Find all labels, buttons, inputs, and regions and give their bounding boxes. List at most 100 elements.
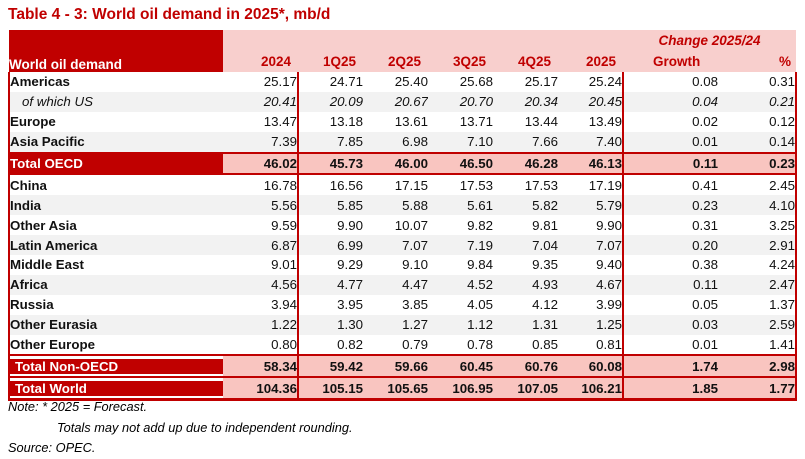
cell--: 2.91 [718, 235, 797, 256]
footnotes: Note: * 2025 = Forecast. Totals may not … [8, 397, 353, 459]
table-row-total-world: Total World 104.36 105.15 105.65 106.95 107.0… [8, 376, 797, 402]
table-row-india: India 5.56 5.85 5.88 5.61 5.82 5.79 0.23 4.10 [8, 195, 797, 216]
row-label: Asia Pacific [8, 131, 223, 153]
table-header: World oil demand Change 2025/24 2024 1Q25… [9, 30, 796, 72]
header-spacer-cell [223, 30, 623, 50]
cell-2q25: 25.40 [394, 74, 428, 90]
world-oil-demand-table: World oil demand Change 2025/24 2024 1Q25… [8, 30, 797, 402]
cell--: 0.21 [718, 91, 797, 112]
cell-2024: 25.17 [223, 72, 299, 92]
cell-2q25: 0.79 [402, 337, 428, 353]
row-label: Other Asia [8, 215, 223, 236]
row-label: Total World [8, 376, 223, 402]
cell-3q25: 9.84 [467, 257, 493, 273]
cell-3q25: 4.05 [467, 297, 493, 313]
cell-4q25: 9.81 [532, 217, 558, 233]
cell-2q25: 7.07 [363, 235, 428, 256]
cell-2024: 13.47 [223, 111, 299, 132]
cell-growth: 0.11 [623, 151, 718, 176]
row-label: Europe [8, 111, 223, 132]
row-label: Middle East [8, 255, 223, 275]
cell-3q25: 0.78 [467, 337, 493, 353]
cell-1q25: 9.29 [337, 257, 363, 273]
cell-3q25: 20.70 [428, 91, 493, 112]
cell-4q25: 5.82 [493, 195, 558, 216]
cell-1q25: 59.42 [298, 354, 363, 379]
row-label: Total OECD [8, 151, 223, 176]
cell-4q25: 7.66 [493, 131, 558, 153]
cell-3q25: 7.10 [428, 131, 493, 153]
row-label: Other Eurasia [8, 314, 223, 335]
cell-2024: 6.87 [223, 235, 299, 256]
table-row-europe: Europe 13.47 13.18 13.61 13.71 13.44 13.49 0.02… [8, 111, 797, 132]
cell-2q25: 5.88 [363, 195, 428, 216]
cell-3q25: 1.12 [428, 314, 493, 335]
table-row-africa: Africa 4.56 4.77 4.47 4.52 4.93 4.67 0.11 2.47 [8, 274, 797, 295]
cell-2025: 17.19 [558, 174, 624, 196]
row-label: Russia [8, 294, 223, 315]
table-row-middle-east: Middle East 9.01 9.29 9.10 9.84 9.35 9.40 0.38 4… [8, 255, 797, 275]
cell-2025: 25.24 [558, 72, 624, 92]
cell-growth: 0.03 [623, 314, 718, 335]
cell-2024: 58.34 [223, 354, 299, 379]
cell-2q25: 10.07 [394, 217, 428, 233]
column-header-2024: 2024 [223, 50, 298, 72]
cell-1q25: 105.15 [298, 376, 363, 402]
cell-1q25: 0.82 [337, 337, 363, 353]
cell-growth: 1.85 [623, 376, 718, 402]
cell-3q25: 7.19 [428, 235, 493, 256]
cell-4q25: 0.85 [532, 337, 558, 353]
cell-1q25: 7.85 [298, 131, 363, 153]
cell--: 2.59 [718, 314, 797, 335]
cell-2025: 13.49 [558, 111, 624, 132]
cell-3q25: 5.61 [428, 195, 493, 216]
cell-3q25: 46.50 [428, 151, 493, 176]
cell-1q25: 24.71 [329, 74, 363, 90]
cell-growth: 0.01 [623, 131, 718, 153]
cell-2024: 16.78 [223, 174, 299, 196]
cell-4q25: 20.34 [493, 91, 558, 112]
row-label: Africa [8, 274, 223, 295]
cell--: 1.41 [718, 334, 797, 356]
note-source: Source: OPEC. [8, 440, 96, 455]
cell--: 0.14 [718, 131, 797, 153]
cell-2024: 9.59 [223, 215, 299, 236]
cell-2024: 46.02 [223, 151, 299, 176]
table-row-other-europe: Other Europe 0.80 0.82 0.79 0.78 0.85 0.81 0.01… [8, 334, 797, 356]
cell--: 2.47 [718, 274, 797, 295]
cell-4q25: 7.04 [493, 235, 558, 256]
cell-1q25: 1.30 [298, 314, 363, 335]
cell-growth: 0.41 [692, 177, 718, 193]
row-label: Americas [8, 72, 223, 92]
cell-2q25: 46.00 [363, 151, 428, 176]
cell-4q25: 9.35 [532, 257, 558, 273]
corner-header-cell: World oil demand [9, 30, 223, 72]
cell--: 4.10 [718, 195, 797, 216]
cell-1q25: 4.77 [298, 274, 363, 295]
table-row-other-eurasia: Other Eurasia 1.22 1.30 1.27 1.12 1.31 1.25 0.0… [8, 314, 797, 335]
table-row-americas: Americas 25.17 24.71 25.40 25.68 25.17 25.24 0.… [8, 72, 797, 92]
table-body: Americas 25.17 24.71 25.40 25.68 25.17 25.24 0.… [8, 72, 797, 402]
cell-2q25: 20.67 [363, 91, 428, 112]
cell-1q25: 13.18 [329, 114, 363, 130]
cell--: 3.25 [718, 215, 797, 236]
cell-4q25: 17.53 [524, 177, 558, 193]
cell-2025: 7.40 [558, 131, 624, 153]
cell-4q25: 107.05 [493, 376, 558, 402]
cell-2q25: 9.10 [402, 257, 428, 273]
cell-4q25: 13.44 [524, 114, 558, 130]
table-row-total-non-oecd: Total Non-OECD 58.34 59.42 59.66 60.45 60.76 6… [8, 354, 797, 379]
cell-2025: 106.21 [558, 376, 624, 402]
cell-growth: 0.20 [623, 235, 718, 256]
cell-3q25: 4.52 [428, 274, 493, 295]
table-row-other-asia: Other Asia 9.59 9.90 10.07 9.82 9.81 9.90 0.31 3… [8, 215, 797, 236]
cell-growth: 0.11 [623, 274, 718, 295]
cell-4q25: 1.31 [493, 314, 558, 335]
cell-2024: 4.56 [223, 274, 299, 295]
cell--: 4.24 [718, 255, 797, 275]
cell-2025: 1.25 [558, 314, 624, 335]
cell-2024: 104.36 [223, 376, 299, 402]
cell-2q25: 3.85 [402, 297, 428, 313]
cell-3q25: 60.45 [428, 354, 493, 379]
